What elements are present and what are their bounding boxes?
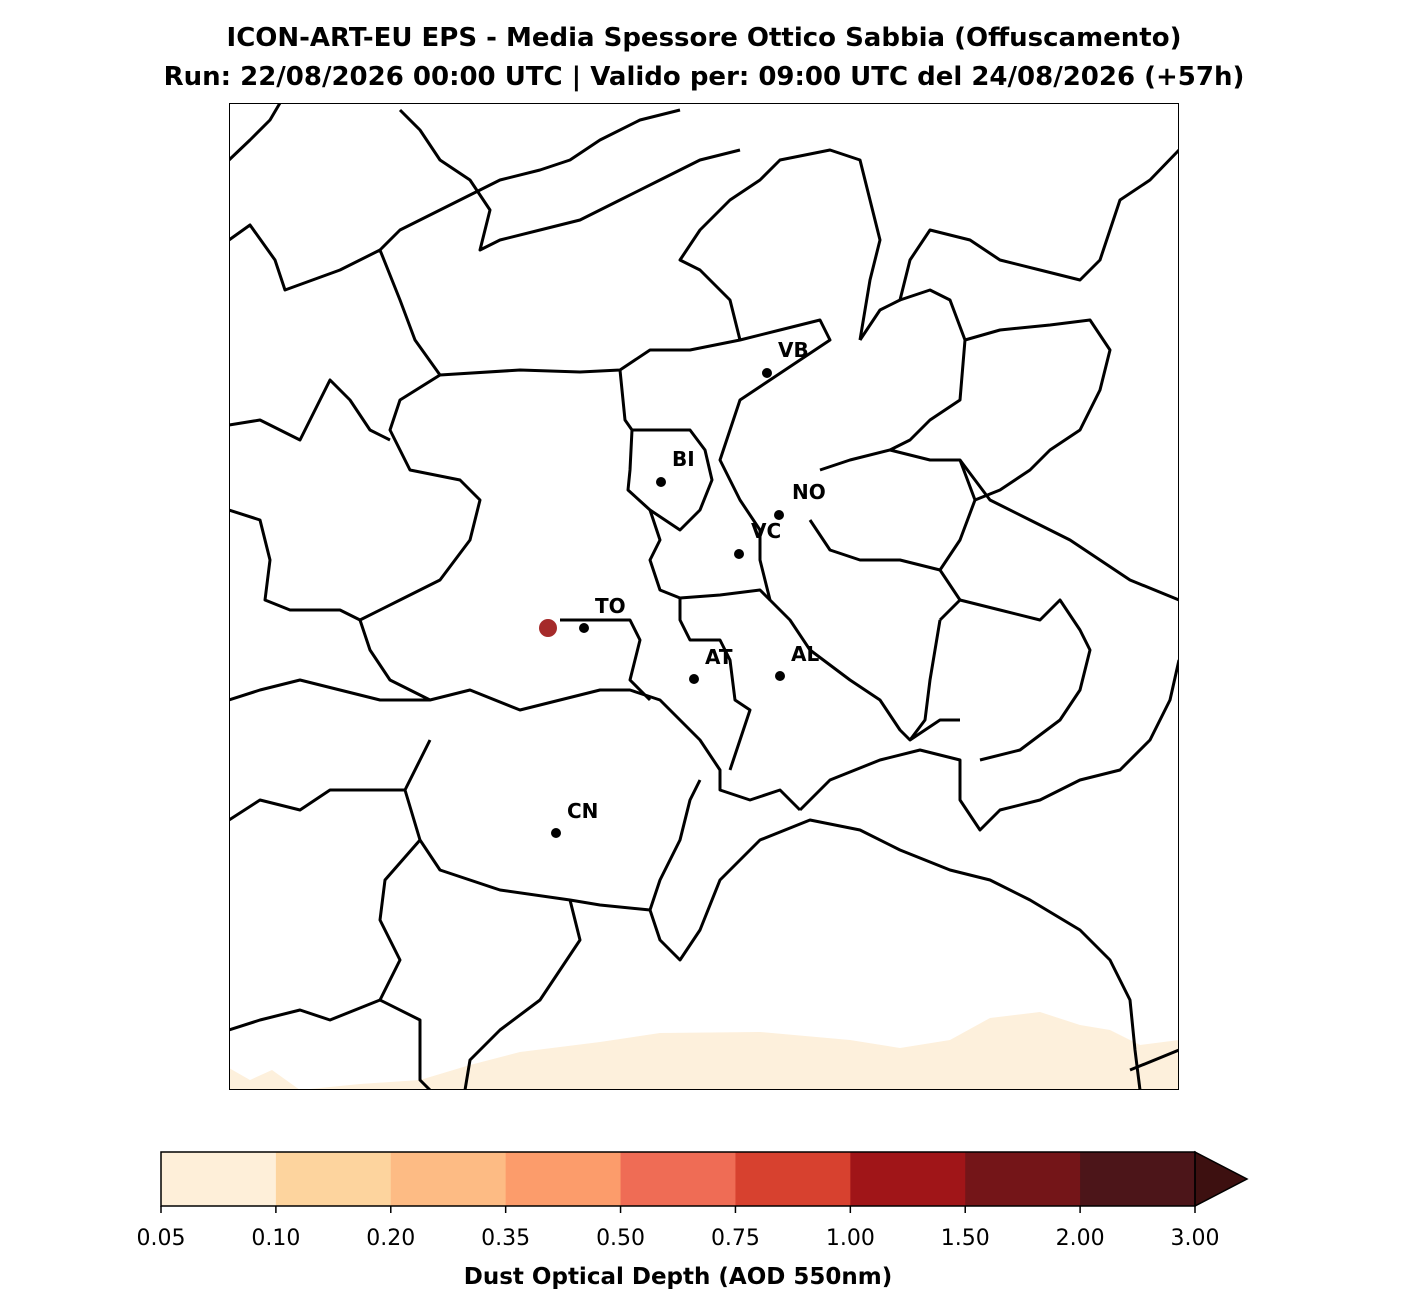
city-label: VB bbox=[778, 338, 809, 362]
colorbar-label: Dust Optical Depth (AOD 550nm) bbox=[464, 1264, 892, 1290]
colorbar-segment bbox=[161, 1152, 277, 1206]
colorbar-segment bbox=[965, 1152, 1081, 1206]
colorbar-tick-label: 1.00 bbox=[826, 1226, 875, 1251]
city-dot bbox=[579, 623, 589, 633]
colorbar-tick-label: 0.20 bbox=[366, 1226, 415, 1251]
colorbar-segment bbox=[505, 1152, 622, 1206]
colorbar-segment bbox=[735, 1152, 851, 1206]
colorbar-frame bbox=[160, 1151, 1196, 1207]
city-label: AL bbox=[791, 642, 819, 666]
location-marker bbox=[539, 619, 557, 637]
colorbar-segment bbox=[1080, 1152, 1196, 1206]
city-label: AT bbox=[705, 645, 733, 669]
city-dot bbox=[774, 510, 784, 520]
colorbar-tick-label: 3.00 bbox=[1171, 1226, 1220, 1251]
map bbox=[229, 103, 1179, 1090]
colorbar-segment bbox=[850, 1152, 966, 1206]
subtitle: Run: 22/08/2026 00:00 UTC | Valido per: … bbox=[164, 62, 1245, 92]
city-label: NO bbox=[792, 480, 826, 504]
colorbar-segment bbox=[620, 1152, 736, 1206]
colorbar-tick-label: 0.05 bbox=[137, 1226, 186, 1251]
colorbar-extension bbox=[1194, 1150, 1249, 1208]
city-dot bbox=[775, 671, 785, 681]
colorbar-tick-label: 0.50 bbox=[596, 1226, 645, 1251]
colorbar-segment bbox=[275, 1152, 392, 1206]
city-label: CN bbox=[567, 799, 598, 823]
colorbar-tick-label: 1.50 bbox=[941, 1226, 990, 1251]
city-label: TO bbox=[595, 594, 626, 618]
city-dot bbox=[689, 674, 699, 684]
city-dot bbox=[734, 549, 744, 559]
borders bbox=[229, 103, 1179, 1090]
city-label: VC bbox=[751, 519, 781, 543]
colorbar-tick-label: 0.10 bbox=[251, 1226, 300, 1251]
colorbar-tick-label: 2.00 bbox=[1056, 1226, 1105, 1251]
colorbar-tick-label: 0.35 bbox=[481, 1226, 530, 1251]
colorbar: 0.05 0.10 0.20 0.35 0.50 0.75 1.00 1.50 2.00 3.00 bbox=[137, 1150, 1249, 1251]
city-dot bbox=[551, 828, 561, 838]
dust-area bbox=[229, 1012, 1179, 1090]
cities: VB BI NO VC TO AT AL CN bbox=[551, 338, 826, 838]
colorbar-tick-label: 0.75 bbox=[711, 1226, 760, 1251]
city-dot bbox=[762, 368, 772, 378]
city-dot bbox=[656, 477, 666, 487]
city-label: BI bbox=[672, 447, 695, 471]
colorbar-segment bbox=[390, 1152, 507, 1206]
title: ICON-ART-EU EPS - Media Spessore Ottico … bbox=[227, 23, 1182, 53]
